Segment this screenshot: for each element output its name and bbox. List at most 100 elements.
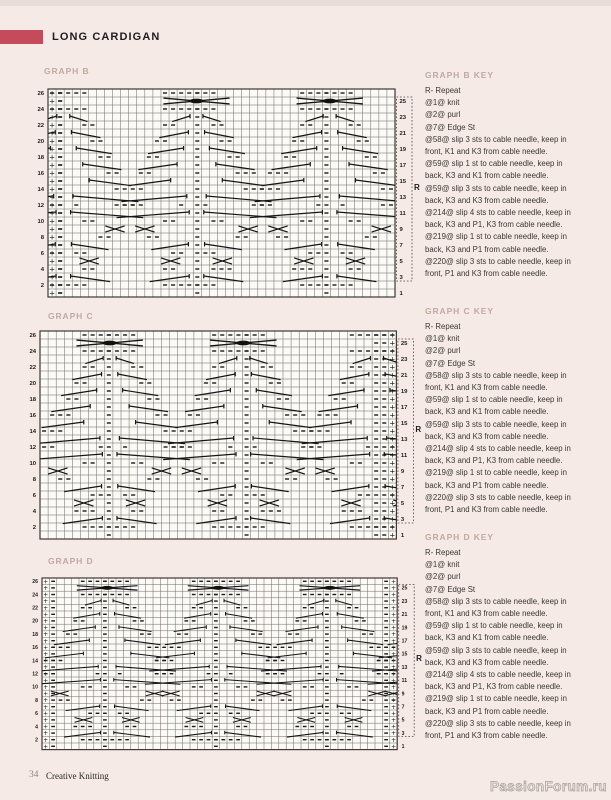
svg-text:+: + <box>391 710 396 717</box>
svg-text:+: + <box>43 651 48 658</box>
svg-text:14: 14 <box>29 429 36 435</box>
svg-text:16: 16 <box>29 413 36 419</box>
svg-text:18: 18 <box>37 155 44 161</box>
svg-text:+: + <box>43 697 48 704</box>
key-line: back, K3 and K3 from cable needle. <box>425 195 549 205</box>
svg-text:13: 13 <box>400 195 407 201</box>
watermark: PassionForum.ru <box>489 779 607 795</box>
svg-text:8: 8 <box>41 235 45 241</box>
svg-text:+: + <box>43 638 48 645</box>
svg-text:+: + <box>391 578 396 585</box>
svg-text:4: 4 <box>41 267 45 273</box>
svg-text:+: + <box>43 717 48 724</box>
svg-text:+: + <box>389 395 395 404</box>
svg-text:+: + <box>391 684 396 691</box>
repeat-bracket <box>398 584 415 737</box>
svg-text:+: + <box>391 737 396 744</box>
key-line: @1@ knit <box>425 98 460 108</box>
svg-text:16: 16 <box>37 171 44 177</box>
svg-text:11: 11 <box>402 678 408 684</box>
key-line: @219@ slip 1 st to cable needle, keep in <box>425 232 567 242</box>
row-numbers-left: 26 24 22 20 18 16 14 12 10 8 6 4 2 <box>37 91 44 289</box>
svg-text:+: + <box>49 121 55 130</box>
svg-text:20: 20 <box>32 619 38 625</box>
svg-text:+: + <box>43 710 48 717</box>
key-line: @59@ slip 1 st to cable needle, keep in <box>425 621 563 631</box>
svg-text:+: + <box>43 578 48 585</box>
svg-text:22: 22 <box>29 365 36 371</box>
stitch-symbols: ++++++++++++++++++++++++++ <box>40 331 397 539</box>
key-line: front, K1 and K3 from cable needle. <box>425 147 548 157</box>
key-line: front, K1 and K3 from cable needle. <box>425 383 548 393</box>
svg-text:24: 24 <box>29 349 36 355</box>
svg-text:+: + <box>43 724 48 731</box>
svg-text:5: 5 <box>400 259 404 265</box>
svg-text:17: 17 <box>401 405 408 411</box>
svg-text:+: + <box>49 153 55 162</box>
svg-text:+: + <box>49 145 55 154</box>
key-line: @2@ purl <box>425 572 461 582</box>
svg-text:+: + <box>49 161 55 170</box>
svg-text:+: + <box>391 618 396 625</box>
svg-text:14: 14 <box>37 187 44 193</box>
svg-text:23: 23 <box>401 357 408 363</box>
svg-text:1: 1 <box>402 744 405 750</box>
key-line: back, K3 and K3 from cable needle. <box>425 431 549 441</box>
graph-d-key-lines: R- Repeat @1@ knit @2@ purl @7@ Edge St @58@… <box>425 547 609 742</box>
svg-text:+: + <box>389 403 395 412</box>
key-line: back, K3 and K1 from cable needle. <box>425 407 549 417</box>
key-line: back, K3 and K1 from cable needle. <box>425 171 549 181</box>
svg-text:7: 7 <box>402 705 405 711</box>
key-line: @7@ Edge St <box>425 122 476 132</box>
key-line: back, K3 and P1 from cable needle. <box>425 244 549 254</box>
svg-text:7: 7 <box>400 243 404 249</box>
svg-text:14: 14 <box>32 658 38 664</box>
svg-text:8: 8 <box>33 477 37 483</box>
key-line: @59@ slip 3 sts to cable needle, keep in <box>425 645 567 655</box>
svg-text:22: 22 <box>37 123 44 129</box>
svg-text:+: + <box>49 97 55 106</box>
svg-text:+: + <box>49 209 55 218</box>
svg-text:3: 3 <box>402 731 405 737</box>
key-line: @214@ slip 4 sts to cable needle, keep i… <box>425 208 571 218</box>
svg-text:+: + <box>389 355 395 364</box>
svg-text:+: + <box>49 265 55 274</box>
row-numbers-right: 25 23 21 19 17 15 13 11 9 7 5 3 1 <box>400 99 407 297</box>
key-line: @219@ slip 1 st to cable needle, keep in <box>425 694 567 704</box>
svg-text:2: 2 <box>41 283 45 289</box>
svg-text:+: + <box>43 605 48 612</box>
svg-text:+: + <box>391 743 396 750</box>
svg-text:+: + <box>391 605 396 612</box>
key-line: @59@ slip 1 st to cable needle, keep in <box>425 395 563 405</box>
svg-text:+: + <box>43 611 48 618</box>
svg-text:7: 7 <box>401 485 405 491</box>
key-line: front, K1 and K3 from cable needle. <box>425 609 548 619</box>
svg-text:+: + <box>391 625 396 632</box>
magazine-brand: Creative Knitting <box>46 771 109 781</box>
svg-text:12: 12 <box>37 203 44 209</box>
graph-b-key: GRAPH B KEY R- Repeat @1@ knit @2@ purl @7@… <box>425 70 609 280</box>
key-line: back, K3 and P1, K3 from cable needle. <box>425 456 563 466</box>
svg-text:+: + <box>43 737 48 744</box>
section-tag <box>0 30 43 44</box>
svg-text:+: + <box>389 507 395 516</box>
key-line: @220@ slip 3 sts to cable needle, keep i… <box>425 492 571 502</box>
svg-text:+: + <box>391 598 396 605</box>
repeat-bracket <box>396 96 413 282</box>
svg-text:9: 9 <box>402 691 405 697</box>
svg-text:12: 12 <box>32 672 38 678</box>
key-line: @59@ slip 3 sts to cable needle, keep in <box>425 183 567 193</box>
key-line: front, P1 and K3 from cable needle. <box>425 731 548 741</box>
svg-text:+: + <box>49 177 55 186</box>
key-line: R- Repeat <box>425 322 461 331</box>
key-line: @1@ knit <box>425 334 460 344</box>
svg-text:13: 13 <box>401 437 408 443</box>
svg-text:+: + <box>391 730 396 737</box>
svg-text:+: + <box>49 233 55 242</box>
key-line: @58@ slip 3 sts to cable needle, keep in <box>425 370 567 380</box>
page-title: LONG CARDIGAN <box>52 31 161 43</box>
svg-text:6: 6 <box>33 493 37 499</box>
svg-text:+: + <box>389 339 395 348</box>
svg-text:13: 13 <box>402 665 408 671</box>
svg-text:+: + <box>43 730 48 737</box>
